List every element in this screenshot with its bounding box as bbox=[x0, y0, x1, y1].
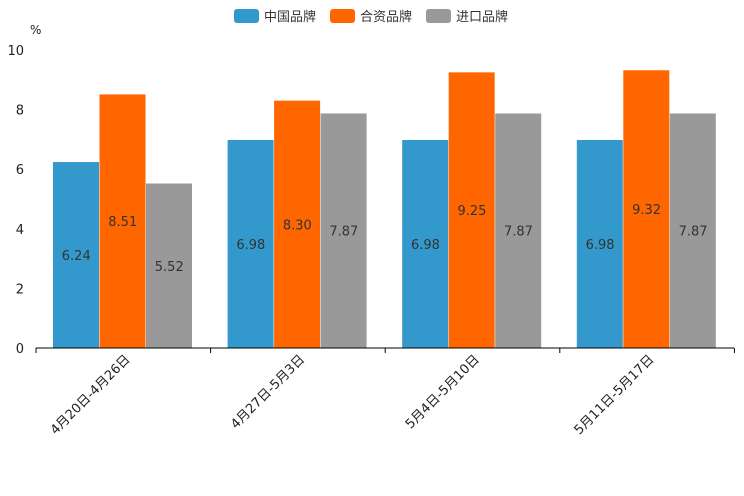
bar-1-3[interactable] bbox=[402, 139, 449, 348]
legend-label-1[interactable]: 中国品牌 bbox=[264, 9, 316, 25]
y-tick-label-0: 0 bbox=[16, 342, 24, 357]
legend-swatch-2[interactable] bbox=[330, 9, 355, 23]
value-label-1-2: 6.98 bbox=[236, 238, 265, 253]
bar-3-3[interactable] bbox=[495, 113, 542, 348]
value-label-2-1: 8.51 bbox=[108, 215, 137, 230]
legend-label-3[interactable]: 进口品牌 bbox=[456, 9, 508, 25]
bar-3-1[interactable] bbox=[146, 183, 192, 348]
legend-swatch-3[interactable] bbox=[426, 9, 451, 23]
y-axis: 0 2 4 6 8 10 bbox=[7, 44, 24, 357]
value-label-2-3: 9.25 bbox=[457, 204, 486, 219]
y-tick-label-1: 2 bbox=[16, 282, 24, 297]
value-label-3-3: 7.87 bbox=[504, 225, 533, 240]
y-tick-label-2: 4 bbox=[16, 223, 24, 238]
bar-3-2[interactable] bbox=[320, 113, 367, 348]
bar-3-4[interactable] bbox=[669, 113, 716, 348]
value-label-1-4: 6.98 bbox=[586, 238, 615, 253]
value-label-2-2: 8.30 bbox=[283, 218, 312, 233]
x-axis: 4月20日-4月26日 4月27日-5月3日 5月4日-5月10日 5月11日-5月1… bbox=[35, 347, 735, 438]
bar-1-2[interactable] bbox=[227, 139, 274, 348]
x-category-label-1: 4月20日-4月26日 bbox=[48, 352, 134, 438]
bar-2-1[interactable] bbox=[99, 94, 146, 348]
x-category-label-3: 5月4日-5月10日 bbox=[403, 352, 483, 432]
x-category-label-2: 4月27日-5月3日 bbox=[228, 352, 308, 432]
bar-2-2[interactable] bbox=[274, 100, 321, 348]
bar-1-4[interactable] bbox=[576, 139, 623, 348]
legend-swatch-1[interactable] bbox=[234, 9, 259, 23]
y-axis-unit-label: % bbox=[30, 23, 41, 37]
y-tick-label-4: 8 bbox=[16, 104, 24, 119]
bars-group: 6.24 8.51 5.52 6.98 8.30 7.87 6.98 9.25 7.87 6.98… bbox=[53, 70, 716, 348]
value-label-3-1: 5.52 bbox=[155, 260, 184, 275]
value-label-2-4: 9.32 bbox=[632, 203, 661, 218]
legend-label-2[interactable]: 合资品牌 bbox=[360, 9, 412, 25]
value-label-1-1: 6.24 bbox=[62, 249, 91, 264]
y-tick-label-3: 6 bbox=[16, 163, 24, 178]
value-label-3-4: 7.87 bbox=[679, 225, 708, 240]
legend: 中国品牌 合资品牌 进口品牌 bbox=[234, 9, 508, 25]
value-label-3-2: 7.87 bbox=[329, 225, 358, 240]
x-category-label-4: 5月11日-5月17日 bbox=[572, 352, 658, 438]
y-tick-label-5: 10 bbox=[7, 44, 24, 59]
value-label-1-3: 6.98 bbox=[411, 238, 440, 253]
bar-2-3[interactable] bbox=[448, 72, 495, 348]
bar-2-4[interactable] bbox=[623, 70, 670, 348]
bar-1-1[interactable] bbox=[53, 162, 99, 348]
